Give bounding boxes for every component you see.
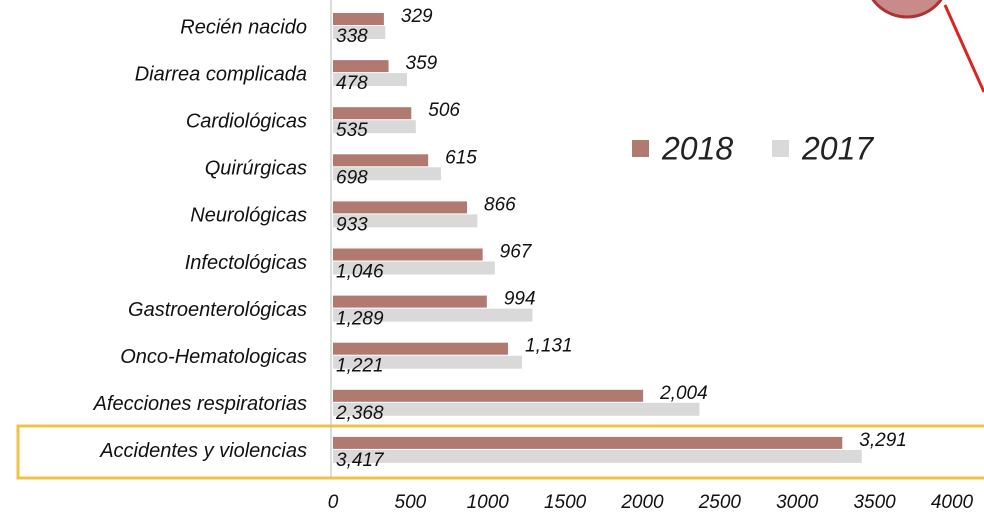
bar	[333, 154, 429, 167]
data-label: 535	[336, 120, 368, 141]
data-label: 478	[336, 73, 368, 94]
data-label: 338	[336, 26, 368, 47]
y-tick-label: Neurológicas	[190, 205, 307, 227]
highlight-box	[16, 424, 984, 480]
x-tick-label: 3000	[776, 492, 819, 513]
data-label: 933	[336, 214, 368, 235]
legend-swatch	[772, 140, 789, 157]
bar	[333, 201, 468, 214]
x-tick-label: 2500	[698, 492, 742, 513]
data-label: 698	[336, 167, 368, 188]
legend-swatch	[632, 140, 649, 157]
bar	[333, 261, 495, 275]
y-tick-label: Accidentes y violencias	[99, 440, 307, 462]
y-tick-label: Gastroenterológicas	[128, 299, 307, 321]
data-label: 506	[428, 100, 460, 121]
bar	[333, 342, 509, 355]
bar	[333, 389, 644, 402]
data-label: 1,046	[336, 262, 384, 283]
x-tick-label: 3500	[853, 492, 896, 513]
y-tick-label: Infectológicas	[185, 252, 307, 274]
bar	[333, 402, 700, 416]
x-tick-label: 4000	[931, 492, 974, 513]
y-tick-label: Recién nacido	[180, 16, 307, 38]
decor-line	[943, 4, 984, 93]
y-tick-label: Diarrea complicada	[135, 63, 307, 85]
bar	[333, 120, 416, 134]
bar	[333, 436, 843, 449]
data-label: 615	[445, 147, 477, 168]
x-tick-label: 0	[328, 492, 339, 513]
legend-label: 2017	[801, 130, 874, 166]
data-label: 3,291	[859, 430, 907, 451]
y-tick-label: Cardiológicas	[186, 110, 307, 132]
x-tick-label: 1500	[544, 492, 587, 513]
data-label: 1,289	[336, 309, 384, 330]
x-tick-label: 2000	[620, 492, 664, 513]
bar	[333, 248, 483, 261]
data-label: 329	[401, 6, 433, 27]
data-label: 2,004	[659, 383, 708, 404]
y-tick-label: Afecciones respiratorias	[93, 393, 307, 415]
legend-label: 2018	[661, 130, 733, 166]
data-label: 2,368	[335, 403, 384, 424]
x-tick-label: 500	[395, 492, 427, 513]
bar	[333, 295, 487, 308]
bar	[333, 13, 384, 25]
data-label: 967	[500, 242, 533, 263]
data-label: 866	[484, 194, 516, 215]
bar	[333, 214, 478, 228]
bar	[333, 449, 862, 463]
bar	[333, 308, 533, 322]
bar	[333, 26, 386, 39]
bar	[333, 167, 442, 181]
data-label: 359	[406, 53, 438, 74]
decor-circle	[871, 0, 943, 19]
y-tick-label: Onco-Hematologicas	[120, 346, 307, 368]
x-tick-label: 1000	[467, 492, 510, 513]
bar	[333, 73, 407, 87]
data-label: 994	[504, 289, 536, 310]
bar	[333, 60, 389, 73]
y-tick-label: Quirúrgicas	[205, 158, 307, 180]
data-label: 1,131	[525, 336, 573, 357]
data-label: 1,221	[336, 356, 384, 377]
data-label: 3,417	[336, 450, 385, 471]
bar	[333, 107, 412, 120]
bar	[333, 355, 522, 369]
